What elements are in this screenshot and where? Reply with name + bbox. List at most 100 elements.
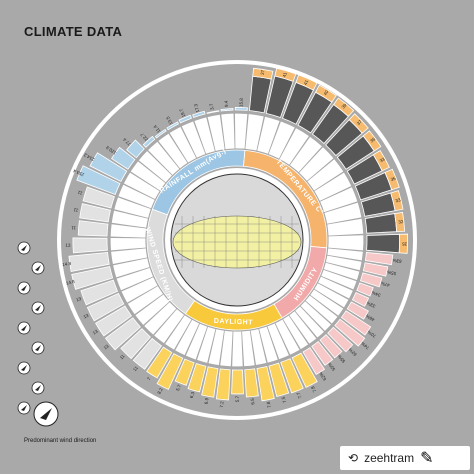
daylight-value-label: 6.9 <box>203 397 209 405</box>
rainfall-bar <box>206 110 220 114</box>
daylight-bar <box>280 358 304 394</box>
rainfall-value-label: 214.2 <box>82 152 95 162</box>
wind-bar <box>104 317 141 351</box>
temperature-month-cell <box>327 218 364 236</box>
humidity-month-cell <box>283 315 309 350</box>
temperature-value-label: 37 <box>356 119 363 126</box>
humidity-bar <box>346 301 369 320</box>
wind-month-cell <box>135 294 170 325</box>
humidity-value-label: 46% <box>365 313 375 322</box>
humidity-bar <box>327 326 354 353</box>
wind-arrow-icon <box>21 405 27 411</box>
rainfall-month-cell <box>234 113 248 149</box>
humidity-value-label: 55% <box>337 354 347 364</box>
humidity-month-cell <box>327 248 363 261</box>
wind-month-cell <box>154 309 185 344</box>
humidity-month-cell <box>323 262 360 280</box>
rainfall-value-label: 120.9 <box>105 145 117 156</box>
rainfall-value-label: 17.3 <box>193 103 200 113</box>
rainfall-bar <box>178 114 192 124</box>
wind-month-cell <box>144 302 177 335</box>
temperature-high-bar <box>372 149 390 172</box>
rainfall-month-cell <box>138 151 172 183</box>
temperature-month-cell <box>289 136 322 173</box>
wind-value-label: 13 <box>83 313 90 320</box>
temperature-value-label: 33 <box>395 197 402 203</box>
humidity-bar <box>362 262 389 277</box>
temperature-value-label: 41 <box>282 71 288 78</box>
daylight-month-cell <box>275 319 300 355</box>
daylight-value-label: 5.7 <box>175 384 182 392</box>
wind-bar <box>86 292 125 322</box>
temperature-month-cell <box>299 147 334 181</box>
rainfall-bar <box>76 165 121 195</box>
temperature-high-bar <box>384 168 400 191</box>
temperature-high-bar <box>390 190 404 212</box>
wind-bar <box>80 279 119 306</box>
rainfall-value-label: 9.4 <box>224 100 230 107</box>
humidity-value-label: 62% <box>318 371 327 381</box>
temperature-month-cell <box>279 128 309 165</box>
rainfall-bar <box>142 135 156 148</box>
wind-arrow-icon <box>35 305 41 311</box>
page-title: CLIMATE DATA <box>24 24 123 39</box>
wind-arrow-icon <box>21 245 27 251</box>
rainfall-bar <box>166 121 180 131</box>
rainfall-month-cell <box>169 126 197 163</box>
temperature-high-bar <box>295 74 318 91</box>
daylight-bar <box>187 362 207 393</box>
humidity-month-cell <box>295 306 324 338</box>
credit-badge[interactable]: ⟲ zeehtram ✎ <box>340 446 470 470</box>
wind-bar <box>95 305 133 337</box>
temperature-month-cell <box>328 235 364 251</box>
humidity-value-label: 63% <box>392 258 402 264</box>
wind-month-cell <box>110 237 146 251</box>
wind-bar <box>71 265 114 290</box>
humidity-month-cell <box>325 255 362 271</box>
daylight-bar <box>146 346 173 379</box>
temperature-month-cell <box>257 116 280 154</box>
temperature-high-bar <box>315 84 337 103</box>
wind-month-cell <box>121 277 158 303</box>
wind-value-label: 13 <box>92 328 99 335</box>
daylight-month-cell <box>220 330 233 367</box>
daylight-value-label: 7.8 <box>266 401 272 409</box>
temperature-high-bar <box>333 97 355 117</box>
humidity-bar <box>340 310 372 336</box>
daylight-section-title: DAYLIGHT <box>214 318 254 327</box>
humidity-value-label: 33% <box>366 300 376 308</box>
daylight-bar <box>256 366 275 402</box>
rainfall-value-label: 13.5 <box>165 115 174 126</box>
wind-value-label: 11 <box>119 353 126 360</box>
temperature-value-label: 36 <box>369 136 376 143</box>
daylight-value-label: 7.2 <box>219 401 225 408</box>
humidity-value-label: 47% <box>380 280 390 287</box>
daylight-bar <box>156 353 184 390</box>
daylight-value-label: 7 <box>146 376 152 381</box>
daylight-bar <box>268 362 290 398</box>
rainfall-month-cell <box>207 114 225 151</box>
temperature-value-label: 40 <box>323 89 330 96</box>
temperature-value-label: 39 <box>341 102 348 109</box>
rainfall-month-cell <box>194 117 215 154</box>
wind-month-cell <box>113 258 150 278</box>
daylight-bar <box>231 369 244 395</box>
rainfall-month-cell <box>130 161 166 191</box>
rainfall-month-cell <box>118 184 155 209</box>
rainfall-bar <box>154 128 167 139</box>
wind-value-label: 14.8 <box>65 279 75 286</box>
daylight-value-label: 5.7 <box>235 395 240 402</box>
daylight-month-cell <box>250 329 267 365</box>
daylight-bar <box>174 358 195 386</box>
humidity-value-label: 55% <box>327 362 336 372</box>
temperature-month-cell <box>324 202 362 224</box>
daylight-value-label: 6.5 <box>250 398 256 405</box>
daylight-bar <box>291 352 318 388</box>
humidity-month-cell <box>300 301 331 331</box>
rainfall-month-cell <box>148 141 180 175</box>
temperature-high-bar <box>348 113 369 134</box>
humidity-bar <box>359 272 383 288</box>
daylight-month-cell <box>232 331 243 367</box>
